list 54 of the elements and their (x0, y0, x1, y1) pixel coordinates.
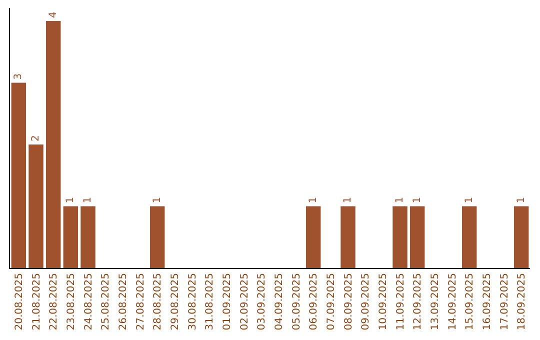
x-tick-label: 17.09.2025 (499, 273, 510, 330)
data-label: 1 (516, 196, 527, 204)
x-tick-label: 08.09.2025 (343, 273, 354, 330)
data-label: 1 (342, 196, 354, 204)
x-tick-label: 29.08.2025 (170, 273, 181, 330)
x-tick-label: 16.09.2025 (482, 273, 493, 330)
bar (340, 206, 356, 268)
x-tick-label: 21.08.2025 (31, 273, 42, 330)
x-tick-label: 01.09.2025 (222, 273, 233, 330)
data-label: 1 (152, 196, 163, 204)
x-tick-label: 09.09.2025 (360, 273, 372, 330)
bar (11, 82, 26, 268)
bar (392, 206, 408, 268)
x-tick-label: 22.08.2025 (48, 273, 60, 330)
data-label: 1 (464, 196, 475, 204)
data-label: 3 (13, 73, 24, 80)
bar (150, 206, 165, 268)
data-label: 1 (412, 196, 423, 204)
x-tick-label: 14.09.2025 (447, 273, 458, 330)
data-label: 4 (48, 12, 59, 18)
x-tick-label: 18.09.2025 (516, 273, 528, 330)
bar (28, 144, 44, 268)
x-tick-label: 25.08.2025 (100, 273, 112, 330)
data-label: 1 (394, 196, 406, 204)
bar (514, 206, 529, 268)
x-tick-label: 06.09.2025 (308, 273, 320, 330)
x-tick-label: 07.09.2025 (326, 273, 337, 330)
bar (410, 206, 425, 268)
bar (80, 206, 96, 268)
data-label: 1 (308, 196, 319, 204)
data-label: 1 (65, 196, 76, 204)
x-tick-label: 10.09.2025 (378, 273, 389, 330)
bar (63, 206, 78, 268)
x-tick-label: 05.09.2025 (291, 273, 302, 330)
x-tick-label: 20.08.2025 (14, 273, 25, 330)
x-tick-label: 12.09.2025 (412, 273, 424, 330)
x-tick-label: 15.09.2025 (464, 273, 476, 330)
bar (46, 21, 61, 268)
x-tick-label: 24.08.2025 (83, 273, 94, 330)
x-tick-label: 02.09.2025 (239, 273, 250, 330)
bar (306, 206, 321, 268)
x-tick-label: 03.09.2025 (256, 273, 268, 330)
x-tick-label: 11.09.2025 (395, 273, 406, 330)
x-tick-label: 04.09.2025 (274, 273, 285, 330)
x-tick-label: 26.08.2025 (118, 273, 129, 330)
x-tick-label: 13.09.2025 (430, 273, 441, 330)
x-tick-label: 31.08.2025 (204, 273, 216, 330)
bar (462, 206, 477, 268)
data-label: 1 (82, 196, 94, 204)
x-tick-label: 27.08.2025 (135, 273, 146, 330)
x-tick-label: 28.08.2025 (152, 273, 164, 330)
x-tick-label: 30.08.2025 (187, 273, 198, 330)
data-label: 2 (30, 135, 42, 142)
x-tick-label: 23.08.2025 (66, 273, 77, 330)
